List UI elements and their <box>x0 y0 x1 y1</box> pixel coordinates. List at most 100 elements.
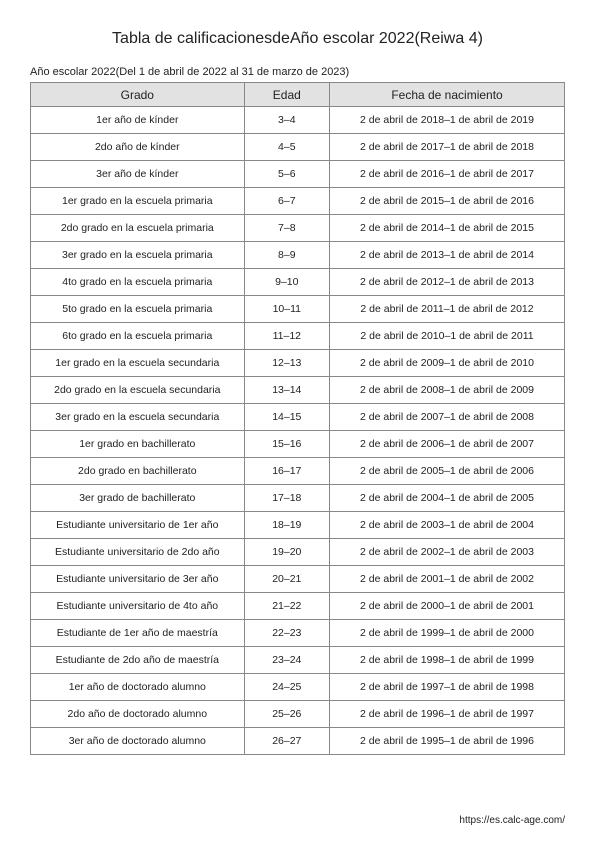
cell-fecha: 2 de abril de 2012–1 de abril de 2013 <box>330 269 565 296</box>
cell-edad: 11–12 <box>244 323 329 350</box>
col-fecha: Fecha de nacimiento <box>330 83 565 107</box>
cell-grado: Estudiante universitario de 4to año <box>31 593 245 620</box>
cell-grado: Estudiante de 1er año de maestría <box>31 620 245 647</box>
cell-grado: 2do grado en bachillerato <box>31 458 245 485</box>
cell-grado: 6to grado en la escuela primaria <box>31 323 245 350</box>
cell-fecha: 2 de abril de 2008–1 de abril de 2009 <box>330 377 565 404</box>
table-row: 1er año de doctorado alumno24–252 de abr… <box>31 674 565 701</box>
cell-edad: 7–8 <box>244 215 329 242</box>
cell-edad: 26–27 <box>244 728 329 755</box>
cell-grado: 1er año de doctorado alumno <box>31 674 245 701</box>
cell-grado: 3er año de doctorado alumno <box>31 728 245 755</box>
cell-edad: 15–16 <box>244 431 329 458</box>
cell-edad: 24–25 <box>244 674 329 701</box>
table-row: Estudiante universitario de 4to año21–22… <box>31 593 565 620</box>
table-row: 2do grado en la escuela secundaria13–142… <box>31 377 565 404</box>
cell-fecha: 2 de abril de 2009–1 de abril de 2010 <box>330 350 565 377</box>
cell-fecha: 2 de abril de 2016–1 de abril de 2017 <box>330 161 565 188</box>
table-row: 5to grado en la escuela primaria10–112 d… <box>31 296 565 323</box>
table-row: 1er grado en bachillerato15–162 de abril… <box>31 431 565 458</box>
cell-grado: 2do grado en la escuela primaria <box>31 215 245 242</box>
cell-grado: 2do grado en la escuela secundaria <box>31 377 245 404</box>
cell-grado: Estudiante de 2do año de maestría <box>31 647 245 674</box>
table-row: Estudiante universitario de 1er año18–19… <box>31 512 565 539</box>
cell-fecha: 2 de abril de 2015–1 de abril de 2016 <box>330 188 565 215</box>
cell-fecha: 2 de abril de 2000–1 de abril de 2001 <box>330 593 565 620</box>
table-row: 2do año de doctorado alumno25–262 de abr… <box>31 701 565 728</box>
cell-fecha: 2 de abril de 2001–1 de abril de 2002 <box>330 566 565 593</box>
col-edad: Edad <box>244 83 329 107</box>
table-row: 4to grado en la escuela primaria9–102 de… <box>31 269 565 296</box>
table-row: 2do año de kínder4–52 de abril de 2017–1… <box>31 134 565 161</box>
cell-grado: Estudiante universitario de 2do año <box>31 539 245 566</box>
cell-grado: 3er grado en la escuela secundaria <box>31 404 245 431</box>
cell-edad: 16–17 <box>244 458 329 485</box>
cell-edad: 25–26 <box>244 701 329 728</box>
cell-edad: 20–21 <box>244 566 329 593</box>
subtitle: Año escolar 2022(Del 1 de abril de 2022 … <box>30 66 565 78</box>
table-row: 3er grado en la escuela primaria8–92 de … <box>31 242 565 269</box>
cell-grado: Estudiante universitario de 3er año <box>31 566 245 593</box>
cell-fecha: 2 de abril de 1996–1 de abril de 1997 <box>330 701 565 728</box>
cell-fecha: 2 de abril de 1997–1 de abril de 1998 <box>330 674 565 701</box>
cell-edad: 4–5 <box>244 134 329 161</box>
cell-edad: 3–4 <box>244 107 329 134</box>
cell-edad: 22–23 <box>244 620 329 647</box>
cell-edad: 18–19 <box>244 512 329 539</box>
cell-grado: 2do año de kínder <box>31 134 245 161</box>
cell-fecha: 2 de abril de 1995–1 de abril de 1996 <box>330 728 565 755</box>
cell-grado: 3er grado en la escuela primaria <box>31 242 245 269</box>
cell-grado: 4to grado en la escuela primaria <box>31 269 245 296</box>
cell-edad: 9–10 <box>244 269 329 296</box>
table-header-row: Grado Edad Fecha de nacimiento <box>31 83 565 107</box>
cell-fecha: 2 de abril de 2018–1 de abril de 2019 <box>330 107 565 134</box>
cell-grado: 1er grado en la escuela primaria <box>31 188 245 215</box>
col-grado: Grado <box>31 83 245 107</box>
cell-fecha: 2 de abril de 2007–1 de abril de 2008 <box>330 404 565 431</box>
table-row: 3er grado en la escuela secundaria14–152… <box>31 404 565 431</box>
cell-fecha: 2 de abril de 2002–1 de abril de 2003 <box>330 539 565 566</box>
cell-edad: 14–15 <box>244 404 329 431</box>
table-row: 2do grado en bachillerato16–172 de abril… <box>31 458 565 485</box>
cell-fecha: 2 de abril de 2003–1 de abril de 2004 <box>330 512 565 539</box>
table-row: Estudiante de 2do año de maestría23–242 … <box>31 647 565 674</box>
cell-fecha: 2 de abril de 2011–1 de abril de 2012 <box>330 296 565 323</box>
cell-fecha: 2 de abril de 2010–1 de abril de 2011 <box>330 323 565 350</box>
table-row: Estudiante de 1er año de maestría22–232 … <box>31 620 565 647</box>
cell-edad: 23–24 <box>244 647 329 674</box>
cell-grado: 1er grado en la escuela secundaria <box>31 350 245 377</box>
cell-edad: 6–7 <box>244 188 329 215</box>
cell-grado: 5to grado en la escuela primaria <box>31 296 245 323</box>
table-row: Estudiante universitario de 2do año19–20… <box>31 539 565 566</box>
grades-table: Grado Edad Fecha de nacimiento 1er año d… <box>30 82 565 755</box>
cell-edad: 19–20 <box>244 539 329 566</box>
table-row: 3er grado de bachillerato17–182 de abril… <box>31 485 565 512</box>
table-row: 3er año de kínder5–62 de abril de 2016–1… <box>31 161 565 188</box>
cell-grado: Estudiante universitario de 1er año <box>31 512 245 539</box>
table-row: 6to grado en la escuela primaria11–122 d… <box>31 323 565 350</box>
cell-fecha: 2 de abril de 1998–1 de abril de 1999 <box>330 647 565 674</box>
cell-edad: 8–9 <box>244 242 329 269</box>
cell-grado: 3er grado de bachillerato <box>31 485 245 512</box>
cell-fecha: 2 de abril de 1999–1 de abril de 2000 <box>330 620 565 647</box>
footer-url: https://es.calc-age.com/ <box>459 815 565 826</box>
cell-fecha: 2 de abril de 2004–1 de abril de 2005 <box>330 485 565 512</box>
cell-fecha: 2 de abril de 2006–1 de abril de 2007 <box>330 431 565 458</box>
cell-edad: 21–22 <box>244 593 329 620</box>
table-row: 1er año de kínder3–42 de abril de 2018–1… <box>31 107 565 134</box>
cell-grado: 1er año de kínder <box>31 107 245 134</box>
cell-grado: 3er año de kínder <box>31 161 245 188</box>
cell-edad: 17–18 <box>244 485 329 512</box>
table-row: Estudiante universitario de 3er año20–21… <box>31 566 565 593</box>
cell-fecha: 2 de abril de 2014–1 de abril de 2015 <box>330 215 565 242</box>
cell-fecha: 2 de abril de 2017–1 de abril de 2018 <box>330 134 565 161</box>
table-row: 1er grado en la escuela primaria6–72 de … <box>31 188 565 215</box>
table-row: 2do grado en la escuela primaria7–82 de … <box>31 215 565 242</box>
table-row: 3er año de doctorado alumno26–272 de abr… <box>31 728 565 755</box>
cell-grado: 2do año de doctorado alumno <box>31 701 245 728</box>
cell-grado: 1er grado en bachillerato <box>31 431 245 458</box>
cell-edad: 5–6 <box>244 161 329 188</box>
cell-edad: 13–14 <box>244 377 329 404</box>
table-row: 1er grado en la escuela secundaria12–132… <box>31 350 565 377</box>
cell-fecha: 2 de abril de 2005–1 de abril de 2006 <box>330 458 565 485</box>
